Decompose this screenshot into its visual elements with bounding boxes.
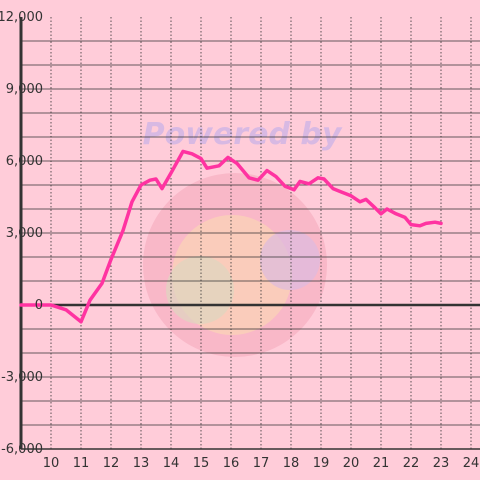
x-tick-labels: 10 11 12 13 14 15 16 17 18 19 20 21 22 23 24	[43, 456, 480, 471]
x-tick-label: 10	[43, 456, 60, 471]
x-tick-label: 17	[253, 456, 270, 471]
watermark-illustration	[143, 173, 327, 357]
x-tick-label: 21	[373, 456, 390, 471]
x-tick-label: 23	[433, 456, 450, 471]
x-tick-label: 12	[103, 456, 120, 471]
y-tick-labels: 12,000 9,000 6,000 3,000 0 -3,000 -6,000	[0, 10, 43, 457]
series-layer	[19, 149, 443, 324]
x-tick-label: 22	[403, 456, 420, 471]
x-tick-label: 16	[223, 456, 240, 471]
x-tick-label: 13	[133, 456, 150, 471]
y-tick-label: 0	[35, 298, 43, 313]
y-tick-label: 12,000	[0, 10, 43, 25]
y-tick-label: -6,000	[1, 442, 43, 457]
x-tick-label: 20	[343, 456, 360, 471]
x-tick-label: 14	[163, 456, 180, 471]
watermark-illustration-left	[166, 256, 234, 324]
watermark-illustration-right	[260, 230, 320, 290]
y-tick-label: -3,000	[1, 370, 43, 385]
x-tick-label: 11	[73, 456, 90, 471]
grid	[21, 17, 480, 449]
series-line-1	[19, 149, 443, 324]
y-tick-label: 3,000	[6, 226, 43, 241]
x-tick-label: 19	[313, 456, 330, 471]
x-tick-label: 15	[193, 456, 210, 471]
y-tick-label: 9,000	[6, 82, 43, 97]
axes	[19, 17, 480, 450]
x-tick-label: 18	[283, 456, 300, 471]
watermark: Powered by	[143, 117, 343, 357]
watermark-text: Powered by	[143, 117, 343, 152]
y-tick-label: 6,000	[6, 154, 43, 169]
x-tick-label: 24	[463, 456, 480, 471]
